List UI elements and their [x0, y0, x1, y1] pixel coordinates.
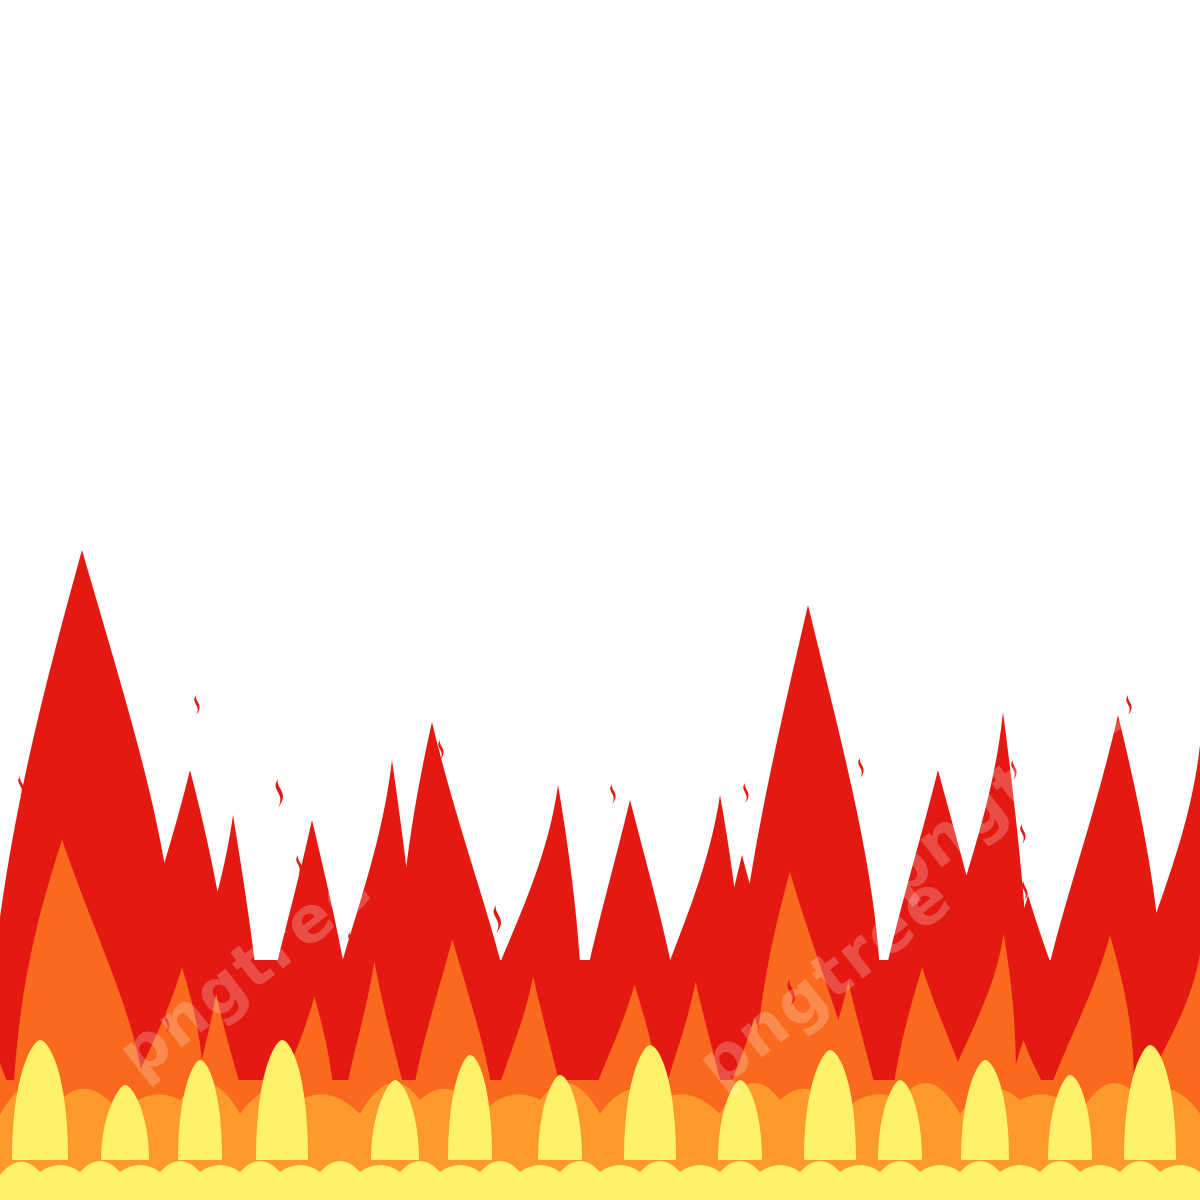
ember-spark: [438, 740, 444, 760]
yellow-glow-pocket: [101, 1085, 149, 1160]
ember-spark: [918, 910, 924, 930]
yellow-glow-pocket: [1048, 1075, 1092, 1160]
ember-spark: [1011, 760, 1017, 780]
yellow-glow-pocket: [371, 1080, 419, 1160]
ember-spark: [665, 953, 674, 982]
yellow-glow-pocket: [538, 1075, 582, 1160]
yellow-glow-pocket: [12, 1040, 68, 1160]
ember-spark: [18, 776, 24, 796]
ember-spark: [275, 779, 284, 808]
yellow-base-layer: [0, 1040, 1200, 1200]
yellow-glow-pocket: [878, 1080, 922, 1160]
ember-spark: [72, 833, 81, 862]
yellow-glow-pocket: [448, 1055, 492, 1160]
ember-spark: [997, 838, 1006, 867]
ember-spark: [186, 833, 192, 853]
ember-spark: [743, 783, 749, 803]
yellow-glow-pocket: [624, 1045, 676, 1160]
yellow-base: [0, 1161, 1200, 1200]
ember-spark: [1131, 809, 1140, 838]
yellow-glow-pocket: [1124, 1045, 1176, 1160]
ember-spark: [858, 758, 864, 778]
ember-spark: [65, 666, 74, 695]
yellow-glow-pocket: [718, 1080, 762, 1160]
ember-spark: [164, 1013, 170, 1033]
ember-spark: [348, 932, 354, 952]
yellow-glow-pocket: [961, 1060, 1009, 1160]
ember-spark: [743, 893, 749, 913]
ember-spark: [787, 979, 796, 1008]
ember-spark: [296, 855, 302, 875]
yellow-glow-pocket: [256, 1040, 308, 1160]
ember-sparks-layer: [18, 666, 1140, 1033]
yellow-glow-pocket: [178, 1060, 222, 1160]
ember-spark: [1022, 881, 1028, 901]
ember-spark: [610, 784, 616, 804]
ember-spark: [194, 695, 200, 715]
ember-spark: [1020, 824, 1026, 844]
ember-spark: [493, 905, 502, 934]
ember-spark: [1126, 695, 1132, 715]
yellow-glow-pocket: [804, 1050, 856, 1160]
